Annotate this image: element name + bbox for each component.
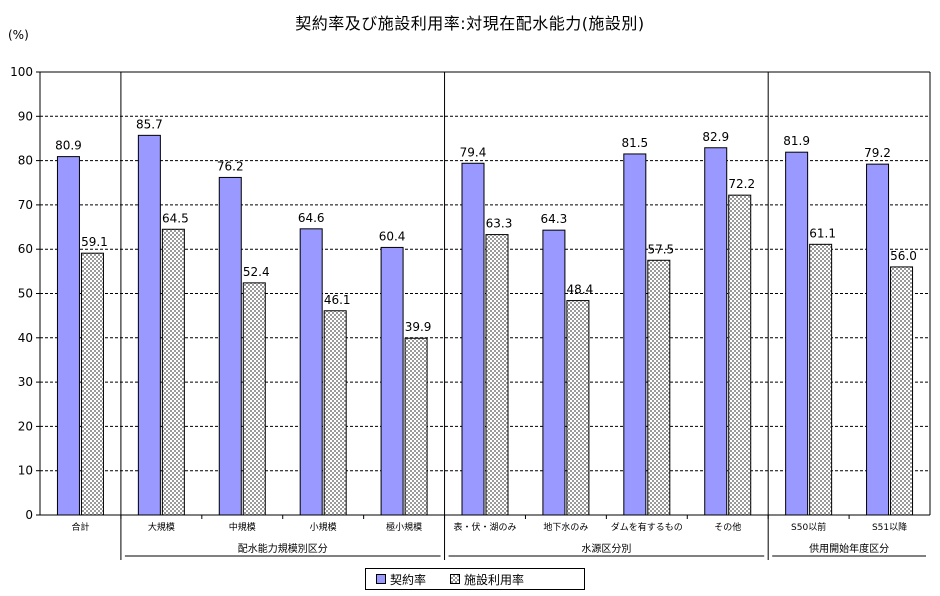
data-label-contract-rate: 85.7: [136, 117, 163, 131]
y-tick-label: 60: [18, 242, 33, 256]
data-label-utilization-rate: 39.9: [405, 320, 432, 334]
y-tick-label: 10: [18, 464, 33, 478]
y-tick-label: 50: [18, 287, 33, 301]
category-label: 大規模: [148, 521, 175, 533]
bar-utilization-rate: [323, 310, 347, 516]
bar-contract-rate: [785, 151, 809, 516]
data-label-utilization-rate: 57.5: [647, 242, 674, 256]
data-label-contract-rate: 81.5: [621, 136, 648, 150]
y-tick-label: 70: [18, 198, 33, 212]
group-label: 供用開始年度区分: [809, 542, 889, 555]
bar-utilization-rate: [242, 282, 266, 516]
y-tick-label: 100: [10, 65, 33, 79]
data-label-utilization-rate: 64.5: [162, 211, 189, 225]
bar-contract-rate: [380, 246, 404, 516]
data-label-utilization-rate: 46.1: [324, 293, 351, 307]
category-label: ダムを有するもの: [611, 521, 683, 533]
legend-swatch-contract-rate: [376, 574, 386, 584]
category-label: 合計: [71, 521, 89, 533]
bar-contract-rate: [542, 229, 566, 516]
category-label: 小規模: [310, 522, 337, 533]
bar-contract-rate: [704, 147, 728, 516]
legend-item-utilization-rate: 施設利用率: [450, 571, 524, 588]
bar-contract-rate: [299, 228, 323, 516]
category-label: 極小規模: [386, 521, 422, 533]
bar-utilization-rate: [566, 300, 590, 516]
category-label: S51以降: [872, 521, 907, 533]
data-label-utilization-rate: 52.4: [243, 265, 270, 279]
data-label-utilization-rate: 61.1: [809, 226, 836, 240]
data-label-contract-rate: 79.2: [864, 146, 891, 160]
data-label-utilization-rate: 48.4: [567, 283, 594, 297]
legend: 契約率 施設利用率: [365, 568, 585, 590]
group-label: 配水能力規模別区分: [238, 542, 328, 555]
bar-contract-rate: [137, 134, 161, 516]
legend-label-contract-rate: 契約率: [390, 572, 427, 587]
chart-title: 契約率及び施設利用率:対現在配水能力(施設別): [295, 14, 645, 33]
data-label-utilization-rate: 59.1: [81, 235, 108, 249]
bar-contract-rate: [866, 163, 890, 516]
y-tick-label: 90: [18, 109, 33, 123]
category-label: 地下水のみ: [543, 521, 588, 533]
bar-utilization-rate: [728, 194, 752, 516]
category-label: 表・伏・湖のみ: [453, 521, 516, 533]
data-label-contract-rate: 64.3: [541, 212, 568, 226]
y-tick-label: 30: [18, 375, 33, 389]
legend-item-contract-rate: 契約率: [376, 571, 426, 588]
group-label: 水源区分別: [581, 542, 631, 555]
bar-utilization-rate: [80, 252, 104, 516]
bar-contract-rate: [56, 156, 80, 516]
y-tick-label: 20: [18, 419, 33, 433]
bar-contract-rate: [623, 153, 647, 516]
y-tick-label: 0: [25, 508, 33, 522]
category-label: 中規模: [229, 521, 256, 533]
data-label-contract-rate: 64.6: [298, 211, 325, 225]
legend-swatch-utilization-rate: [450, 574, 461, 584]
bar-utilization-rate: [404, 337, 428, 516]
y-tick-label: 80: [18, 154, 33, 168]
data-label-utilization-rate: 63.3: [486, 217, 513, 231]
bar-utilization-rate: [809, 243, 833, 516]
y-axis-unit-label: (%): [8, 28, 29, 42]
bar-contract-rate: [461, 162, 485, 516]
bar-utilization-rate: [890, 266, 914, 516]
bar-utilization-rate: [485, 234, 509, 516]
data-label-utilization-rate: 56.0: [890, 249, 917, 263]
data-label-contract-rate: 60.4: [379, 229, 406, 243]
category-label: その他: [714, 521, 741, 533]
data-label-contract-rate: 79.4: [460, 145, 487, 159]
bar-utilization-rate: [647, 259, 671, 516]
data-label-contract-rate: 76.2: [217, 159, 244, 173]
category-label: S50以前: [791, 521, 826, 533]
data-label-contract-rate: 82.9: [702, 130, 729, 144]
data-label-contract-rate: 81.9: [783, 134, 810, 148]
bar-utilization-rate: [161, 228, 185, 516]
data-label-utilization-rate: 72.2: [728, 177, 755, 191]
bar-contract-rate: [218, 176, 242, 516]
y-tick-label: 40: [18, 331, 33, 345]
legend-label-utilization-rate: 施設利用率: [464, 572, 525, 587]
data-label-contract-rate: 80.9: [55, 139, 82, 153]
